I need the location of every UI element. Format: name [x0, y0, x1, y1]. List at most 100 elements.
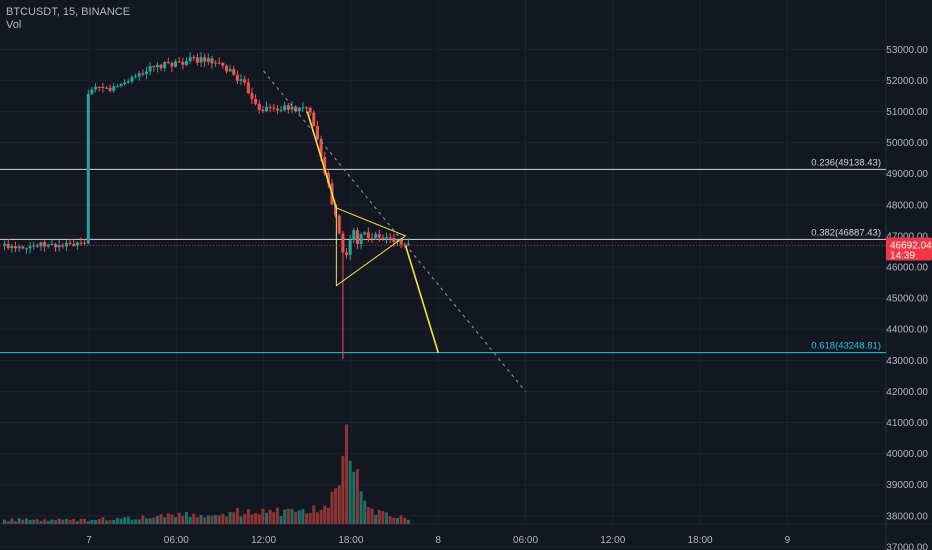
volume-bar: [188, 516, 192, 524]
volume-indicator-label[interactable]: Vol: [6, 19, 22, 31]
volume-bar: [97, 519, 101, 524]
price-axis-label: 50000.00: [886, 138, 928, 149]
candle-body: [297, 107, 301, 112]
candle-body: [341, 233, 345, 253]
candle-body: [174, 61, 178, 67]
candle-body: [137, 73, 141, 77]
volume-bar: [159, 514, 163, 524]
volume-bar: [210, 515, 214, 524]
symbol-title[interactable]: BTCUSDT, 15, BINANCE: [6, 6, 131, 18]
volume-bar: [355, 469, 359, 524]
candle-body: [3, 243, 7, 246]
volume-bar: [312, 505, 316, 524]
candle-body: [392, 237, 396, 242]
volume-bar: [275, 507, 279, 524]
volume-bar: [10, 518, 14, 524]
price-axis-label: 44000.00: [886, 325, 928, 336]
candle-body: [148, 66, 152, 72]
volume-bar: [68, 519, 72, 524]
candle-body: [188, 57, 192, 62]
volume-bar: [268, 509, 272, 524]
volume-bar: [403, 517, 407, 524]
candle-body: [155, 64, 159, 68]
volume-bar: [341, 455, 345, 524]
candle-body: [345, 252, 349, 255]
volume-bar: [152, 517, 156, 524]
candle-body: [64, 242, 68, 247]
candle-body: [312, 112, 316, 126]
volume-bar: [366, 507, 370, 524]
price-axis-label: 48000.00: [886, 200, 928, 211]
time-axis-label: 12:00: [251, 535, 276, 546]
volume-bar: [406, 519, 410, 524]
volume-bar: [61, 519, 65, 524]
candle-body: [283, 105, 287, 111]
candle-body: [32, 245, 36, 247]
volume-bar: [72, 519, 76, 524]
candle-body: [130, 77, 134, 82]
volume-bar: [294, 511, 298, 524]
price-axis-label: 40000.00: [886, 449, 928, 460]
candle-body: [90, 89, 94, 95]
candle-body: [326, 172, 330, 184]
dashed-trend-line: [263, 70, 526, 392]
volume-bar: [24, 518, 28, 524]
candle-body: [97, 86, 101, 88]
volume-bar: [381, 511, 385, 524]
candle-body: [115, 86, 119, 88]
flagpole-line: [306, 111, 338, 209]
candle-body: [61, 245, 65, 247]
volume-bar: [290, 509, 294, 524]
candle-body: [308, 107, 312, 113]
candle-body: [294, 106, 298, 112]
candle-body: [35, 245, 39, 247]
volume-bar: [235, 508, 239, 524]
volume-bar: [86, 520, 90, 524]
candle-body: [141, 73, 145, 75]
candle-body: [152, 66, 156, 68]
volume-bar: [254, 513, 258, 524]
candle-body: [170, 62, 174, 67]
candle-body: [279, 110, 283, 112]
candle-body: [319, 138, 323, 157]
price-axis-label: 53000.00: [886, 45, 928, 56]
candle-body: [315, 125, 319, 139]
candle-body: [301, 107, 305, 109]
volume-bar: [323, 505, 327, 524]
candle-body: [72, 243, 76, 246]
candle-body: [17, 246, 21, 249]
volume-bar: [283, 509, 287, 524]
candle-body: [406, 243, 410, 245]
volume-bar: [217, 515, 221, 524]
volume-bar: [246, 509, 250, 524]
candle-body: [243, 79, 247, 83]
volume-bar: [192, 513, 196, 524]
volume-bar: [35, 519, 39, 524]
volume-bar: [297, 510, 301, 524]
candle-body: [265, 106, 269, 112]
time-axis[interactable]: 7 06:00 12:00 18:00 8 06:00 12:00 18:00 9: [86, 535, 790, 546]
price-axis-label: 49000.00: [886, 169, 928, 180]
volume-bar: [170, 514, 174, 524]
candle-body: [181, 61, 185, 65]
candle-body: [261, 109, 265, 112]
last-price-value: 46692.04: [890, 240, 932, 251]
time-axis-label: 7: [86, 535, 92, 546]
volume-bars: [3, 424, 410, 524]
volume-bar: [108, 520, 112, 524]
volume-bar: [28, 519, 32, 524]
volume-bar: [261, 508, 265, 524]
candle-body: [14, 246, 18, 249]
price-axis[interactable]: 53000.00 52000.00 51000.00 50000.00 49000.00…: [886, 45, 928, 550]
candle-body: [108, 87, 112, 91]
candle-body: [403, 244, 407, 246]
candle-body: [214, 62, 218, 64]
candle-body: [144, 71, 148, 75]
candle-body: [43, 242, 47, 247]
candlesticks: [3, 52, 410, 360]
time-axis-label: 8: [435, 535, 441, 546]
volume-bar: [359, 491, 363, 524]
volume-bar: [119, 518, 123, 524]
volume-bar: [352, 471, 356, 524]
